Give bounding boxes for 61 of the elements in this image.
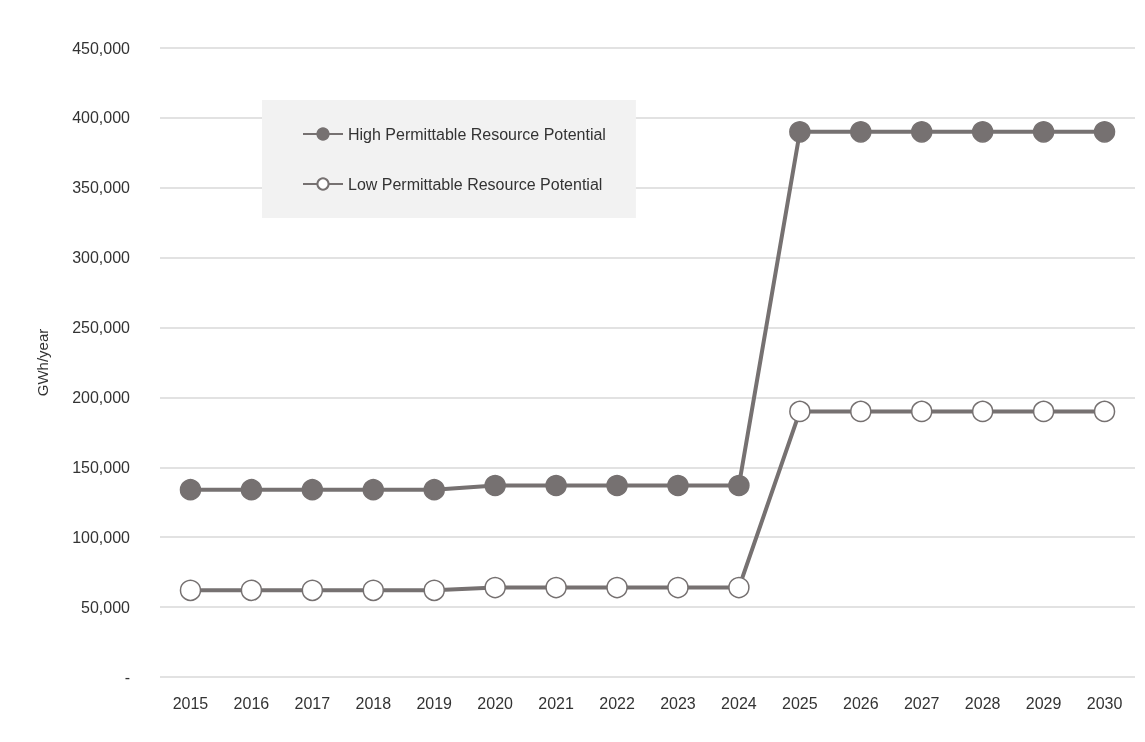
point — [606, 576, 628, 599]
point — [484, 474, 506, 497]
x-tick-label: 2022 — [599, 694, 635, 712]
x-tick-label: 2016 — [233, 694, 270, 712]
y-tick-label: 100,000 — [72, 528, 131, 546]
x-tick-label: 2026 — [842, 694, 879, 712]
point — [606, 474, 628, 497]
x-tick-label: 2024 — [721, 694, 757, 712]
x-tick-label: 2030 — [1086, 694, 1123, 712]
point — [667, 576, 689, 599]
point — [789, 121, 811, 143]
y-axis-title: GWh/year — [34, 328, 51, 397]
point — [423, 478, 445, 501]
point — [301, 478, 324, 501]
y-tick-label: 50,000 — [81, 598, 131, 616]
point — [971, 400, 994, 423]
point — [910, 121, 933, 143]
point — [1032, 400, 1055, 423]
y-tick-label: 150,000 — [72, 458, 131, 476]
y-tick-label: 250,000 — [72, 319, 131, 337]
point — [301, 579, 324, 602]
point — [484, 576, 506, 599]
x-tick-label: 2020 — [477, 694, 514, 712]
x-tick-label: 2028 — [964, 694, 1001, 712]
x-tick-label: 2018 — [355, 694, 392, 712]
y-tick-label: 200,000 — [72, 388, 131, 406]
point — [1093, 121, 1116, 143]
y-tick-label: 350,000 — [72, 179, 131, 197]
point — [362, 478, 385, 501]
x-tick-label: 2017 — [294, 694, 331, 712]
point — [850, 400, 872, 423]
x-tick-label: 2029 — [1025, 694, 1062, 712]
point — [667, 474, 689, 497]
point — [179, 478, 202, 501]
x-tick-label: 2019 — [416, 694, 453, 712]
point — [971, 121, 994, 143]
point — [423, 579, 445, 602]
x-tick-label: 2025 — [782, 694, 818, 712]
y-tick-label: 300,000 — [72, 249, 131, 267]
point — [1032, 121, 1055, 143]
x-tick-label: 2015 — [172, 694, 209, 712]
y-tick-label: 450,000 — [72, 39, 131, 57]
legend-label: High Permittable Resource Potential — [348, 125, 606, 143]
x-tick-label: 2027 — [903, 694, 940, 712]
point — [545, 576, 567, 599]
point — [1093, 400, 1116, 423]
legend-label: Low Permittable Resource Potential — [348, 175, 603, 193]
x-tick-label: 2023 — [660, 694, 696, 712]
point — [240, 579, 263, 602]
point — [789, 400, 811, 423]
point — [850, 121, 872, 143]
x-tick-label: 2021 — [538, 694, 574, 712]
point — [179, 579, 202, 602]
point — [728, 474, 750, 497]
point — [728, 576, 750, 599]
y-tick-label: - — [124, 668, 130, 686]
point — [545, 474, 567, 497]
point — [910, 400, 933, 423]
point — [362, 579, 385, 602]
point — [240, 478, 263, 501]
y-tick-label: 400,000 — [72, 109, 131, 127]
